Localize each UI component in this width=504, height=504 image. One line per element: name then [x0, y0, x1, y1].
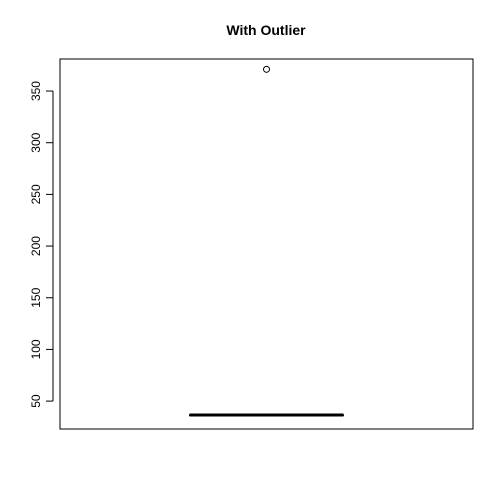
y-tick-label-150: 150	[29, 287, 43, 307]
y-axis: 50 100 150 200 250 300 350	[29, 81, 54, 408]
y-tick-label-250: 250	[29, 184, 43, 204]
boxplot	[189, 413, 344, 417]
y-tick-label-200: 200	[29, 236, 43, 256]
chart-title: With Outlier	[226, 22, 306, 38]
y-tick-label-50: 50	[29, 394, 43, 408]
y-tick-label-300: 300	[29, 132, 43, 152]
plot-frame	[59, 58, 474, 430]
outlier-point-0	[263, 65, 270, 73]
outliers	[263, 65, 270, 73]
y-tick-label-350: 350	[29, 81, 43, 101]
y-tick-label-100: 100	[29, 339, 43, 359]
